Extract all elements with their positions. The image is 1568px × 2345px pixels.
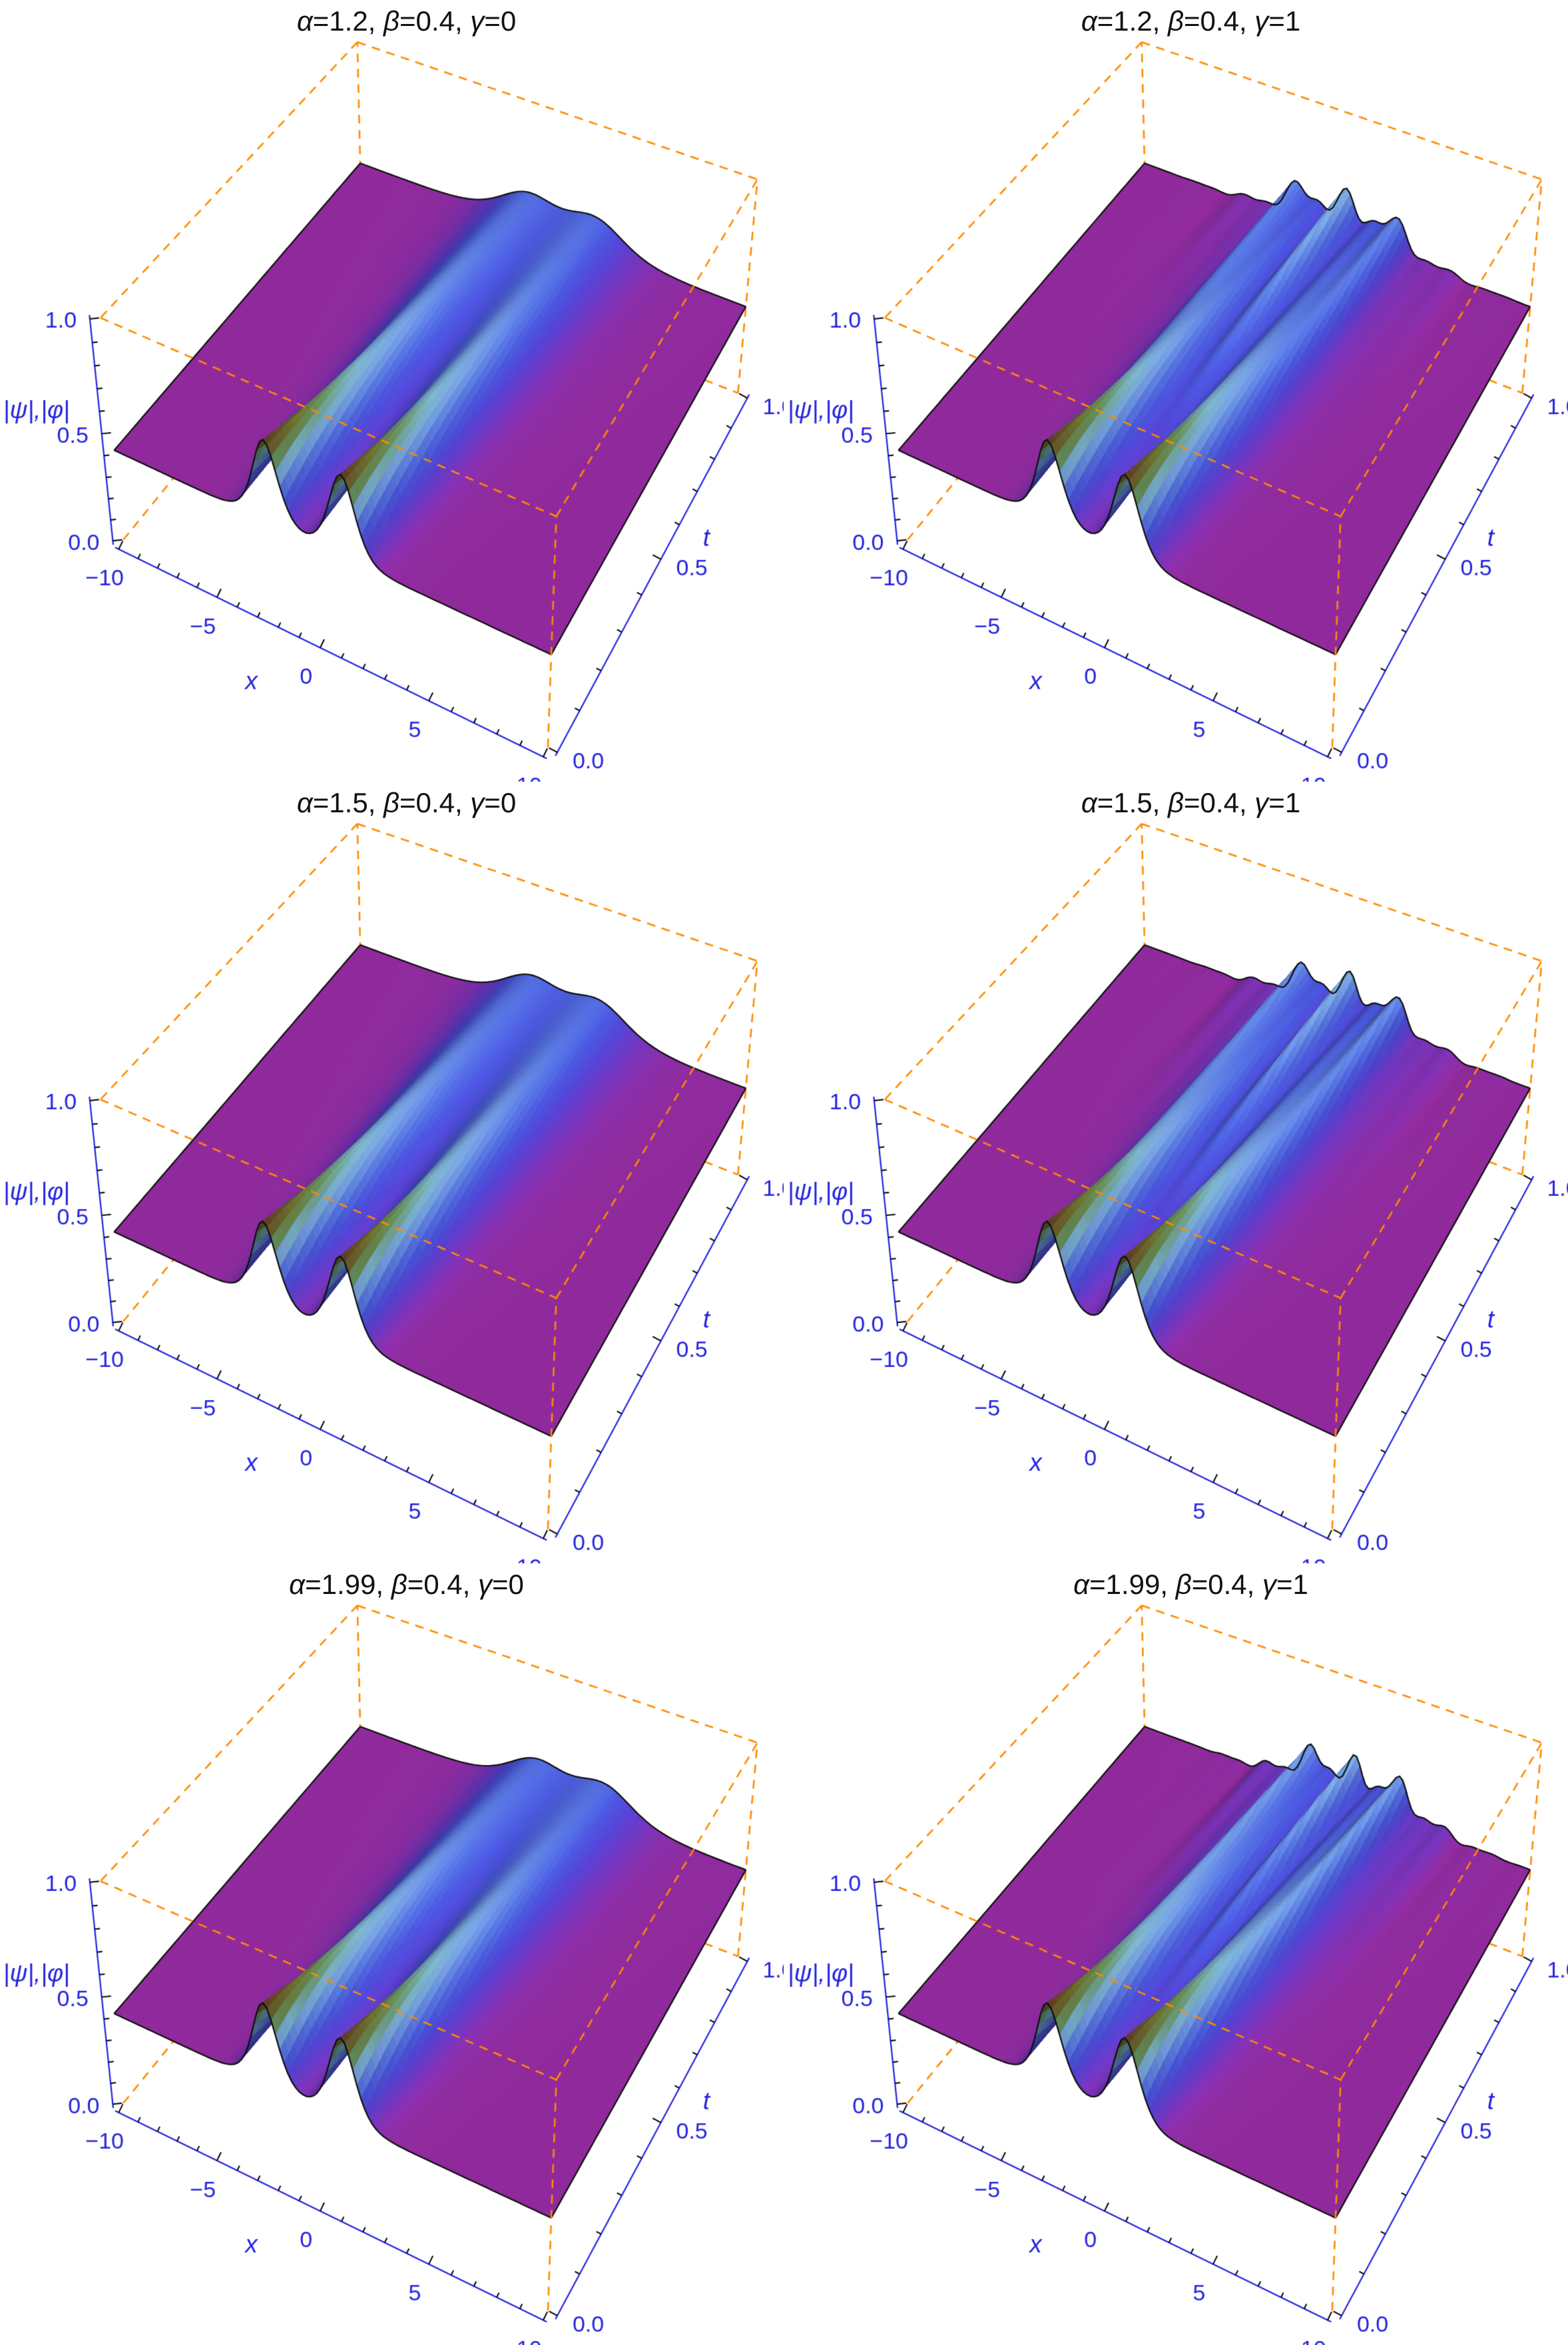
surface-panel-a199-g1: α=1.99, β=0.4, γ=1 [784,1563,1568,2345]
surface-panel-a12-g1: α=1.2, β=0.4, γ=1 [784,0,1568,782]
surface-plot-canvas [784,0,1568,782]
plot-title: α=1.2, β=0.4, γ=0 [296,5,517,37]
surface-plot-canvas [784,782,1568,1563]
surface-panel-a15-g0: α=1.5, β=0.4, γ=0 [0,782,784,1563]
surface-plot-canvas [784,1563,1568,2345]
plot-title: α=1.99, β=0.4, γ=1 [1073,1569,1308,1600]
surface-panel-a15-g1: α=1.5, β=0.4, γ=1 [784,782,1568,1563]
plot-title: α=1.5, β=0.4, γ=1 [1081,787,1301,818]
surface-plot-canvas [0,782,784,1563]
surface-panel-a12-g0: α=1.2, β=0.4, γ=0 [0,0,784,782]
plot-title: α=1.5, β=0.4, γ=0 [296,787,517,818]
surface-panel-a199-g0: α=1.99, β=0.4, γ=0 [0,1563,784,2345]
plot-title: α=1.2, β=0.4, γ=1 [1081,5,1301,37]
surface-plot-canvas [0,1563,784,2345]
surface-plot-canvas [0,0,784,782]
plot-title: α=1.99, β=0.4, γ=0 [289,1569,524,1600]
